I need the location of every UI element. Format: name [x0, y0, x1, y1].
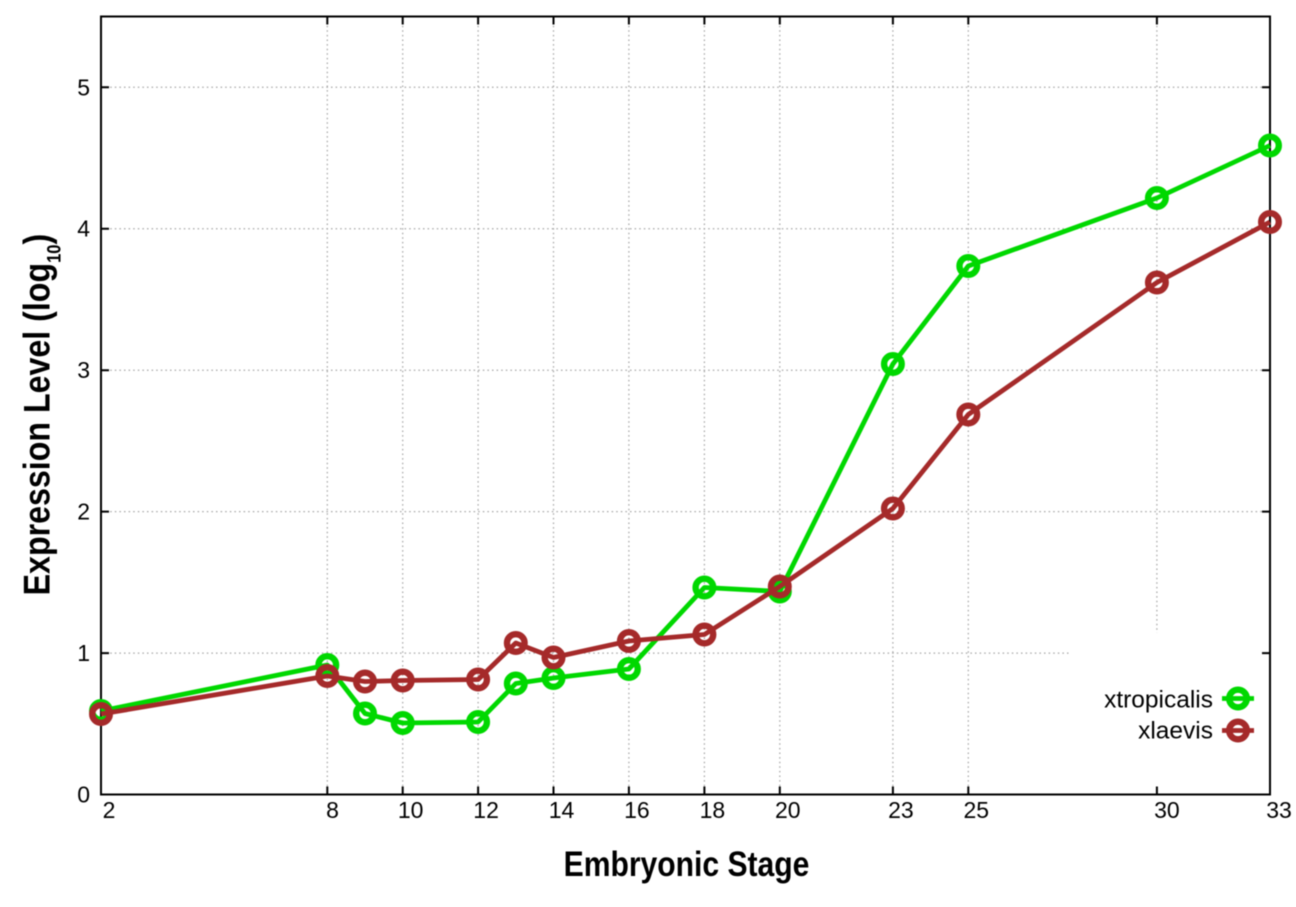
- svg-text:12: 12: [473, 797, 499, 823]
- svg-text:20: 20: [775, 797, 801, 823]
- svg-text:1: 1: [77, 640, 90, 666]
- svg-text:2: 2: [77, 499, 90, 525]
- svg-text:16: 16: [624, 797, 650, 823]
- svg-text:33: 33: [1266, 797, 1292, 823]
- svg-text:0: 0: [77, 782, 90, 808]
- svg-text:Embryonic Stage: Embryonic Stage: [564, 844, 810, 884]
- svg-text:xlaevis: xlaevis: [1138, 718, 1213, 745]
- svg-text:5: 5: [77, 74, 90, 100]
- svg-text:14: 14: [549, 797, 575, 823]
- svg-text:4: 4: [77, 216, 90, 242]
- svg-text:30: 30: [1154, 797, 1180, 823]
- svg-text:10: 10: [398, 797, 424, 823]
- svg-text:xtropicalis: xtropicalis: [1104, 687, 1213, 714]
- svg-text:Expression Level (log10): Expression Level (log10): [17, 234, 64, 596]
- svg-text:8: 8: [326, 797, 339, 823]
- svg-text:3: 3: [77, 357, 90, 383]
- svg-text:18: 18: [700, 797, 726, 823]
- svg-text:23: 23: [888, 797, 914, 823]
- svg-text:2: 2: [103, 797, 116, 823]
- svg-text:25: 25: [964, 797, 990, 823]
